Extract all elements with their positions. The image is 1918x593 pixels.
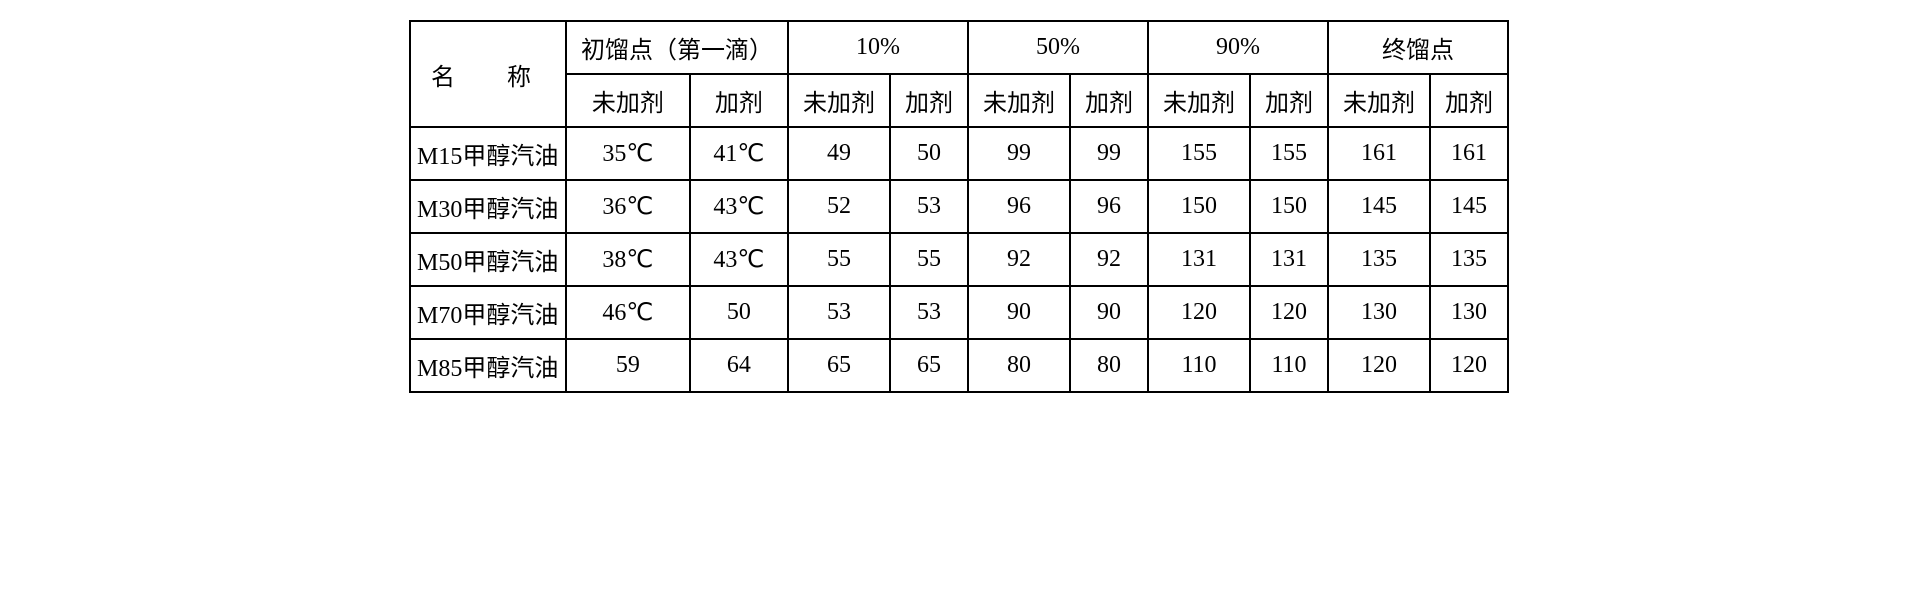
row-label: M70甲醇汽油 bbox=[410, 286, 566, 339]
sub-header-with: 加剂 bbox=[1430, 74, 1508, 127]
cell-value: 131 bbox=[1148, 233, 1250, 286]
cell-value: 80 bbox=[1070, 339, 1148, 392]
table-row: M50甲醇汽油 38℃ 43℃ 55 55 92 92 131 131 135 … bbox=[410, 233, 1508, 286]
cell-value: 90 bbox=[1070, 286, 1148, 339]
cell-value: 38℃ bbox=[566, 233, 690, 286]
cell-value: 36℃ bbox=[566, 180, 690, 233]
cell-value: 99 bbox=[968, 127, 1070, 180]
col-header-ibp: 初馏点（第一滴） bbox=[566, 21, 788, 74]
table-header-row-1: 名 称 初馏点（第一滴） 10% 50% 90% 终馏点 bbox=[410, 21, 1508, 74]
col-header-90pct: 90% bbox=[1148, 21, 1328, 74]
cell-value: 145 bbox=[1328, 180, 1430, 233]
cell-value: 59 bbox=[566, 339, 690, 392]
cell-value: 155 bbox=[1250, 127, 1328, 180]
row-label: M50甲醇汽油 bbox=[410, 233, 566, 286]
cell-value: 131 bbox=[1250, 233, 1328, 286]
cell-value: 135 bbox=[1430, 233, 1508, 286]
cell-value: 150 bbox=[1148, 180, 1250, 233]
cell-value: 90 bbox=[968, 286, 1070, 339]
sub-header-without: 未加剂 bbox=[566, 74, 690, 127]
col-header-fbp: 终馏点 bbox=[1328, 21, 1508, 74]
cell-value: 120 bbox=[1328, 339, 1430, 392]
cell-value: 49 bbox=[788, 127, 890, 180]
cell-value: 43℃ bbox=[690, 233, 788, 286]
cell-value: 35℃ bbox=[566, 127, 690, 180]
cell-value: 92 bbox=[1070, 233, 1148, 286]
cell-value: 145 bbox=[1430, 180, 1508, 233]
cell-value: 55 bbox=[788, 233, 890, 286]
cell-value: 135 bbox=[1328, 233, 1430, 286]
cell-value: 41℃ bbox=[690, 127, 788, 180]
table-row: M70甲醇汽油 46℃ 50 53 53 90 90 120 120 130 1… bbox=[410, 286, 1508, 339]
cell-value: 99 bbox=[1070, 127, 1148, 180]
sub-header-without: 未加剂 bbox=[1148, 74, 1250, 127]
cell-value: 46℃ bbox=[566, 286, 690, 339]
cell-value: 65 bbox=[788, 339, 890, 392]
col-header-name: 名 称 bbox=[410, 21, 566, 127]
cell-value: 150 bbox=[1250, 180, 1328, 233]
cell-value: 120 bbox=[1430, 339, 1508, 392]
cell-value: 50 bbox=[690, 286, 788, 339]
table-row: M30甲醇汽油 36℃ 43℃ 52 53 96 96 150 150 145 … bbox=[410, 180, 1508, 233]
cell-value: 43℃ bbox=[690, 180, 788, 233]
table-row: M15甲醇汽油 35℃ 41℃ 49 50 99 99 155 155 161 … bbox=[410, 127, 1508, 180]
cell-value: 52 bbox=[788, 180, 890, 233]
cell-value: 96 bbox=[968, 180, 1070, 233]
col-header-50pct: 50% bbox=[968, 21, 1148, 74]
cell-value: 120 bbox=[1250, 286, 1328, 339]
table-header-row-2: 未加剂 加剂 未加剂 加剂 未加剂 加剂 未加剂 加剂 未加剂 加剂 bbox=[410, 74, 1508, 127]
cell-value: 53 bbox=[890, 286, 968, 339]
sub-header-without: 未加剂 bbox=[1328, 74, 1430, 127]
cell-value: 155 bbox=[1148, 127, 1250, 180]
row-label: M85甲醇汽油 bbox=[410, 339, 566, 392]
table-row: M85甲醇汽油 59 64 65 65 80 80 110 110 120 12… bbox=[410, 339, 1508, 392]
cell-value: 130 bbox=[1430, 286, 1508, 339]
sub-header-with: 加剂 bbox=[1250, 74, 1328, 127]
cell-value: 96 bbox=[1070, 180, 1148, 233]
cell-value: 55 bbox=[890, 233, 968, 286]
distillation-data-table: 名 称 初馏点（第一滴） 10% 50% 90% 终馏点 未加剂 加剂 未加剂 … bbox=[409, 20, 1509, 393]
sub-header-with: 加剂 bbox=[890, 74, 968, 127]
cell-value: 64 bbox=[690, 339, 788, 392]
sub-header-without: 未加剂 bbox=[968, 74, 1070, 127]
cell-value: 53 bbox=[890, 180, 968, 233]
cell-value: 80 bbox=[968, 339, 1070, 392]
sub-header-without: 未加剂 bbox=[788, 74, 890, 127]
sub-header-with: 加剂 bbox=[1070, 74, 1148, 127]
cell-value: 50 bbox=[890, 127, 968, 180]
cell-value: 161 bbox=[1328, 127, 1430, 180]
row-label: M30甲醇汽油 bbox=[410, 180, 566, 233]
row-label: M15甲醇汽油 bbox=[410, 127, 566, 180]
cell-value: 110 bbox=[1250, 339, 1328, 392]
cell-value: 110 bbox=[1148, 339, 1250, 392]
cell-value: 161 bbox=[1430, 127, 1508, 180]
cell-value: 65 bbox=[890, 339, 968, 392]
sub-header-with: 加剂 bbox=[690, 74, 788, 127]
cell-value: 53 bbox=[788, 286, 890, 339]
cell-value: 92 bbox=[968, 233, 1070, 286]
cell-value: 130 bbox=[1328, 286, 1430, 339]
cell-value: 120 bbox=[1148, 286, 1250, 339]
col-header-10pct: 10% bbox=[788, 21, 968, 74]
